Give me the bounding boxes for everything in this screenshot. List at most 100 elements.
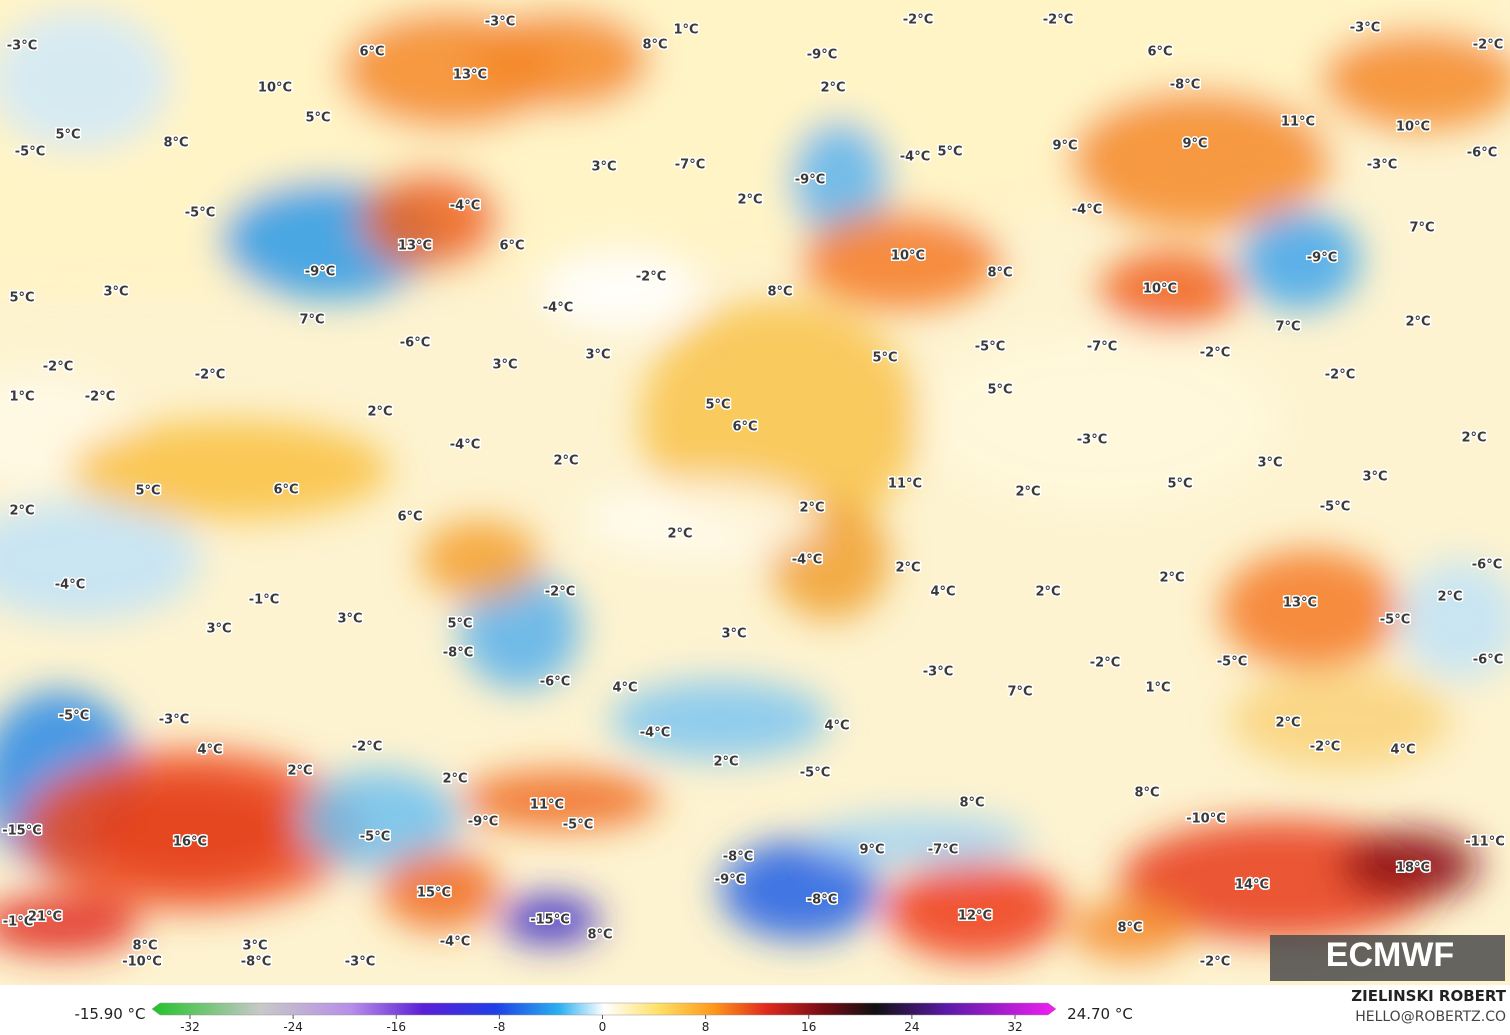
temperature-label: -5°C [185, 206, 215, 221]
temperature-label: -5°C [1217, 655, 1247, 670]
temperature-label: 8°C [767, 285, 792, 300]
temperature-label: 3°C [1362, 470, 1387, 485]
temperature-label: -10°C [1186, 812, 1226, 827]
temperature-label: 8°C [587, 928, 612, 943]
temperature-label: 5°C [1167, 477, 1192, 492]
field-patch [1240, 210, 1360, 310]
temperature-label: -2°C [43, 360, 73, 375]
temperature-label: -8°C [1170, 78, 1200, 93]
field-patch [810, 815, 1030, 865]
temperature-label: -4°C [900, 150, 930, 165]
field-patch [540, 250, 700, 330]
temperature-label: 13°C [398, 239, 432, 254]
temperature-label: -9°C [807, 48, 837, 63]
field-patch [420, 520, 540, 600]
temperature-label: 8°C [1134, 786, 1159, 801]
temperature-label: 1°C [1145, 681, 1170, 696]
temperature-label: 5°C [937, 145, 962, 160]
temperature-label: 3°C [103, 285, 128, 300]
temperature-label: -8°C [241, 955, 271, 970]
temperature-label: -7°C [1087, 340, 1117, 355]
temperature-label: 7°C [1409, 221, 1434, 236]
temperature-label: -9°C [305, 265, 335, 280]
temperature-label: -9°C [795, 173, 825, 188]
temperature-label: -4°C [792, 553, 822, 568]
temperature-label: 6°C [359, 45, 384, 60]
temperature-label: -11°C [1465, 835, 1505, 850]
field-patch [1220, 550, 1400, 670]
temperature-label: 10°C [1143, 282, 1177, 297]
temperature-label: 4°C [197, 743, 222, 758]
temperature-label: -5°C [59, 709, 89, 724]
temperature-label: -2°C [1325, 368, 1355, 383]
colorbar-ticks: -32 -24 -16 -8 0 8 16 24 32 [180, 1015, 1023, 1034]
temperature-label: -3°C [7, 39, 37, 54]
field-patch [300, 770, 460, 870]
colorbar-tick-label: 32 [1007, 1020, 1022, 1034]
temperature-label: -4°C [450, 199, 480, 214]
temperature-label: 8°C [959, 796, 984, 811]
colorbar-tick-label: -24 [283, 1020, 303, 1034]
temperature-label: 5°C [55, 128, 80, 143]
temperature-label: 5°C [135, 484, 160, 499]
temperature-label: -7°C [675, 158, 705, 173]
temperature-field [0, 0, 1510, 960]
temperature-label: -2°C [1200, 346, 1230, 361]
temperature-label: -9°C [715, 873, 745, 888]
temperature-labels: -3°C 6°C -3°C 1°C 8°C -2°C -2°C -3°C -2°C 6°C -9°C… [1, 11, 1507, 971]
temperature-label: 2°C [1015, 485, 1040, 500]
temperature-label: -5°C [800, 766, 830, 781]
temperature-label: -2°C [1200, 955, 1230, 970]
temperature-label: 11°C [530, 798, 564, 813]
temperature-label: 2°C [9, 504, 34, 519]
temperature-label: -2°C [352, 740, 382, 755]
temperature-label: 2°C [287, 764, 312, 779]
field-patch [20, 750, 360, 910]
temperature-label: 5°C [705, 398, 730, 413]
temperature-label: -2°C [85, 390, 115, 405]
field-patch [470, 10, 650, 110]
temperature-label: 2°C [820, 81, 845, 96]
temperature-label: 1°C [9, 390, 34, 405]
temperature-label: -5°C [15, 145, 45, 160]
temperature-label: 6°C [732, 420, 757, 435]
temperature-label: -3°C [1077, 433, 1107, 448]
field-patch [460, 770, 660, 830]
temperature-label: -2°C [1043, 13, 1073, 28]
temperature-label: 8°C [1117, 921, 1142, 936]
temperature-label: 3°C [337, 612, 362, 627]
temperature-label: -5°C [360, 830, 390, 845]
field-patch [1100, 250, 1240, 330]
temperature-label: 6°C [499, 239, 524, 254]
field-patch [1070, 900, 1190, 960]
temperature-label: -4°C [1072, 203, 1102, 218]
colorbar-tick-label: 16 [801, 1020, 816, 1034]
temperature-label: -5°C [1380, 613, 1410, 628]
colorbar-tick-label: 8 [702, 1020, 710, 1034]
colorbar-min: -15.90 °C [74, 1005, 145, 1023]
temperature-label: 3°C [585, 348, 610, 363]
temperature-label: 11°C [888, 477, 922, 492]
field-patch [1400, 560, 1510, 680]
temperature-label: 3°C [591, 160, 616, 175]
field-patch [360, 170, 500, 270]
field-patch [1320, 30, 1510, 130]
temperature-label: 13°C [1283, 596, 1317, 611]
temperature-label: -9°C [1307, 251, 1337, 266]
field-patch [580, 480, 820, 560]
colorbar-tick-label: -8 [493, 1020, 505, 1034]
temperature-label: 5°C [305, 111, 330, 126]
temperature-label: -4°C [440, 935, 470, 950]
field-patch [640, 300, 920, 540]
temperature-label: 2°C [799, 501, 824, 516]
temperature-label: -1°C [3, 915, 33, 930]
temperature-label: 5°C [447, 617, 472, 632]
temperature-label: 2°C [737, 193, 762, 208]
temperature-label: -2°C [1310, 740, 1340, 755]
temperature-label: 12°C [958, 909, 992, 924]
temperature-label: 10°C [891, 249, 925, 264]
temperature-label: 4°C [930, 585, 955, 600]
author: ZIELINSKI ROBERT [1351, 987, 1506, 1005]
temperature-label: 6°C [397, 510, 422, 525]
temperature-label: 7°C [299, 313, 324, 328]
